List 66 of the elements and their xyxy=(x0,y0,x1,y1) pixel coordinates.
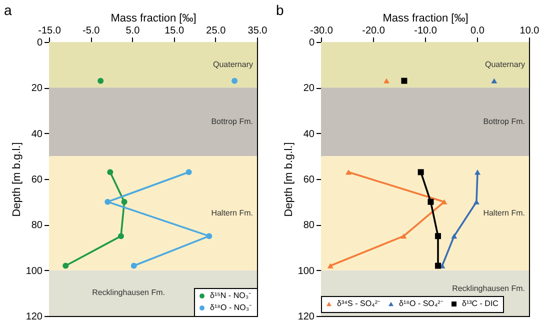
x-tick-label: 15.0 xyxy=(164,26,184,36)
y-tick-label: 60 xyxy=(303,174,315,186)
y-tick-label: 0 xyxy=(36,38,43,48)
legend-label: δ¹⁸O - NO₃⁻ xyxy=(210,303,252,312)
band-label: Recklinghausen Fm. xyxy=(92,288,165,298)
point xyxy=(118,233,124,240)
band-label: Quaternary xyxy=(212,60,253,69)
point xyxy=(451,233,458,239)
y-tick-label: 100 xyxy=(298,266,315,277)
x-tick-label: -5.0 xyxy=(82,26,100,36)
point xyxy=(418,169,424,176)
band-label: Recklinghausen Fm. xyxy=(452,284,525,294)
x-axis-title: Mass fraction [‰] xyxy=(382,12,468,24)
point xyxy=(130,262,137,269)
y-tick-label: 40 xyxy=(303,128,315,140)
legend-label: δ³⁴S - SO₄²⁻ xyxy=(337,299,380,308)
point xyxy=(327,263,334,268)
x-tick-label: -30.0 xyxy=(310,26,334,36)
y-tick-label: 20 xyxy=(31,83,43,94)
y-tick-label: 100 xyxy=(26,266,43,277)
point xyxy=(384,78,390,84)
point xyxy=(491,78,498,84)
point xyxy=(401,78,408,84)
y-tick-label: 120 xyxy=(26,312,43,322)
point xyxy=(107,169,114,176)
y-tick-label: 20 xyxy=(303,83,315,94)
band-label: Haltern Fm. xyxy=(483,208,525,218)
y-tick-label: 0 xyxy=(308,38,315,48)
point xyxy=(186,169,192,176)
point xyxy=(428,198,434,205)
point xyxy=(121,198,128,205)
x-tick-label: 25.0 xyxy=(206,26,226,36)
band-label: Quaternary xyxy=(484,60,525,69)
point xyxy=(206,233,212,240)
point xyxy=(435,262,441,269)
y-tick-label: 60 xyxy=(31,174,43,186)
y-tick-label: 40 xyxy=(31,128,43,140)
legend-label: δ¹⁸O - SO₄²⁻ xyxy=(399,299,444,308)
point xyxy=(62,262,69,269)
y-tick-label: 80 xyxy=(31,220,43,232)
x-tick-label: 35.0 xyxy=(248,26,268,36)
x-tick-label: 0.0 xyxy=(470,26,485,36)
point xyxy=(346,170,352,175)
point xyxy=(400,233,407,239)
band-label: Bottrop Fm. xyxy=(483,116,525,126)
y-axis-title: Depth [m b.g.l.] xyxy=(10,142,23,217)
y-tick-label: 120 xyxy=(298,312,315,322)
x-axis-title: Mass fraction [‰] xyxy=(110,12,196,24)
point xyxy=(98,78,104,84)
y-tick-label: 80 xyxy=(303,220,315,232)
point xyxy=(474,170,481,175)
text: b xyxy=(276,2,284,18)
x-tick-label: 10.0 xyxy=(520,26,540,36)
band-label: Haltern Fm. xyxy=(211,208,253,218)
text: a xyxy=(4,2,12,18)
band-label: Bottrop Fm. xyxy=(211,116,253,126)
point xyxy=(104,198,111,205)
x-tick-label: 5.0 xyxy=(126,26,140,36)
y-axis-title: Depth [m b.g.l.] xyxy=(282,142,295,217)
x-tick-label: -20.0 xyxy=(362,26,386,36)
x-tick-label: -15.0 xyxy=(38,26,62,36)
point xyxy=(232,78,238,84)
legend-label: δ¹⁵N - NO₃⁻ xyxy=(210,291,252,300)
x-tick-label: -10.0 xyxy=(414,26,438,36)
legend-label: δ¹³C - DIC xyxy=(462,299,499,308)
point xyxy=(435,233,441,240)
